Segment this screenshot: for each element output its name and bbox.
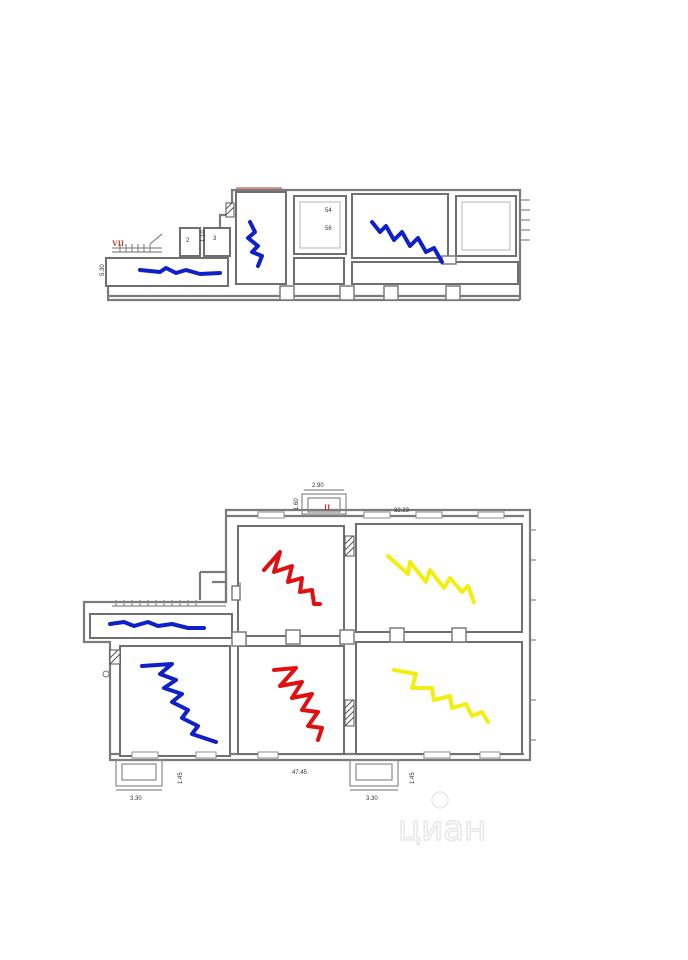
lower-dim-top-small: 2.90 [312, 483, 324, 489]
upper-blue-mark-corridor [138, 266, 222, 276]
upper-label-room-2: 2 [186, 238, 190, 244]
lower-top-entrance [301, 489, 347, 515]
watermark-logo-icon [431, 791, 449, 809]
lower-floor-plan: 2.90 1.60 II 32.23 47.45 3.30 1.45 3.30 … [82, 483, 536, 802]
upper-room-right [455, 195, 517, 257]
lower-dim-bottom-right-height: 1.45 [410, 772, 416, 784]
upper-blue-mark-tall-room [246, 220, 264, 268]
upper-section-label: VII [112, 239, 124, 248]
lower-blue-mark-corridor [108, 620, 206, 630]
upper-room-wc [293, 195, 347, 255]
lower-hatch-bottom [344, 699, 355, 727]
upper-blue-mark-big-room [370, 220, 444, 264]
upper-room-2 [179, 227, 201, 257]
lower-room-red-bottom [237, 645, 345, 755]
lower-bottom-entrance-left [115, 759, 163, 791]
upper-label-room-56: 56 [325, 226, 332, 232]
lower-dim-bottom-left-height: 1.45 [178, 772, 184, 784]
upper-label-room-3: 3 [213, 236, 217, 242]
lower-blue-mark-room [140, 662, 218, 744]
upper-label-dim-110: 1.10 [201, 230, 207, 242]
lower-dim-top-total: 32.23 [394, 508, 410, 514]
lower-red-mark-top [262, 550, 322, 606]
lower-room-yellow-top [355, 523, 523, 633]
upper-room-blue-tall [235, 191, 287, 285]
lower-dim-top-vertical: 1.60 [294, 498, 300, 510]
upper-hatch [225, 202, 235, 218]
lower-red-mark-bottom [272, 666, 324, 742]
upper-label-room-54: 54 [325, 208, 332, 214]
lower-hatch-left [109, 649, 121, 665]
upper-left-dim: 5.30 [100, 264, 106, 276]
upper-room-bottom-right [351, 261, 519, 285]
lower-bottom-entrance-right [349, 759, 399, 791]
upper-floor-plan: VII 2 1.10 3 54 56 5.30 [100, 187, 530, 302]
upper-stair [112, 233, 163, 253]
lower-yellow-mark-bottom [392, 668, 490, 724]
lower-dim-bottom-left-width: 3.30 [130, 796, 142, 802]
watermark-text: циан [398, 809, 486, 849]
lower-dim-bottom-total: 47.45 [292, 770, 308, 776]
lower-section-label: II [324, 503, 330, 512]
lower-yellow-mark-top [386, 554, 476, 604]
upper-room-small-bottom [293, 257, 345, 285]
lower-dim-bottom-right-width: 3.30 [366, 796, 378, 802]
upper-room-3 [203, 227, 231, 257]
lower-hatch-top [344, 535, 355, 557]
